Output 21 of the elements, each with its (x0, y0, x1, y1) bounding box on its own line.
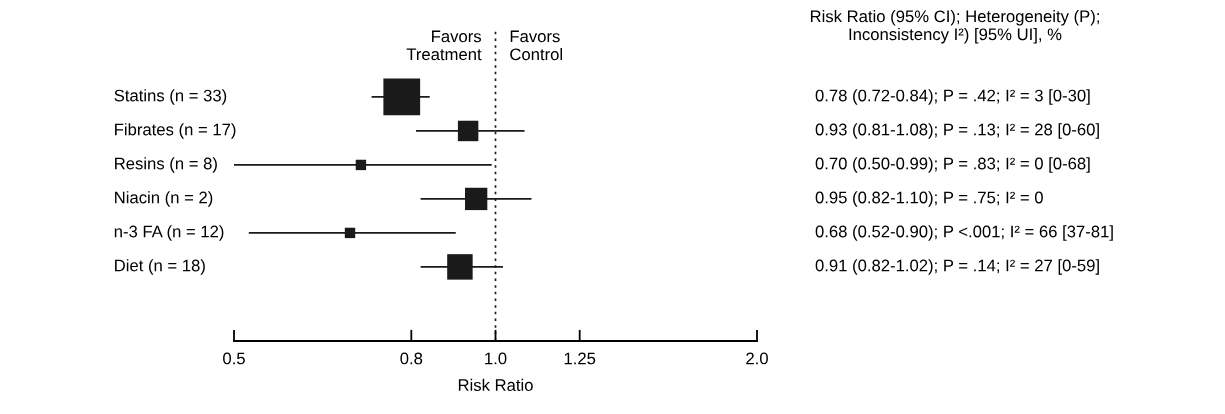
x-tick-label: 1.0 (485, 352, 507, 365)
x-tick-label: 0.8 (400, 352, 423, 365)
text: 0.95 (0.82-1.10); P = .75; I² = 0 (815, 191, 1043, 207)
y-tick-label: Diet (n = 18) (115, 259, 205, 275)
text: 0.78 (0.72-0.84); P = .42; I² = 3 [0-30] (815, 89, 1090, 105)
text: 0.93 (0.81-1.08); P = .13; I² = 28 [0-60] (815, 123, 1099, 139)
y-tick-label: Statins (n = 33) (114, 89, 227, 105)
text: 0.70 (0.50-0.99); P = .83; I² = 0 [0-68] (815, 157, 1090, 173)
text: 0.68 (0.52-0.90); P <.001; I² = 66 [37-81] (815, 225, 1113, 241)
x-tick-label: 1.25 (564, 352, 596, 365)
text: 0.91 (0.82-1.02); P = .14; I² = 27 [0-59] (815, 259, 1099, 275)
x-tick-label: 0.5 (223, 352, 245, 365)
y-tick-label: Niacin (n = 2) (115, 191, 213, 207)
y-tick-label: n-3 FA (n = 12) (114, 225, 224, 241)
text: Favors Control (510, 30, 562, 61)
y-tick-label: Fibrates (n = 17) (115, 123, 236, 139)
text: Risk Ratio (95% CI); Heterogeneity (P); Inconsistency I²) [95% UI], % (810, 10, 1099, 44)
y-tick-label: Resins (n = 8) (115, 157, 217, 173)
text: Favors Treatment (406, 30, 482, 61)
x-axis-title: Risk Ratio (458, 378, 533, 391)
x-tick-label: 2.0 (746, 352, 768, 365)
